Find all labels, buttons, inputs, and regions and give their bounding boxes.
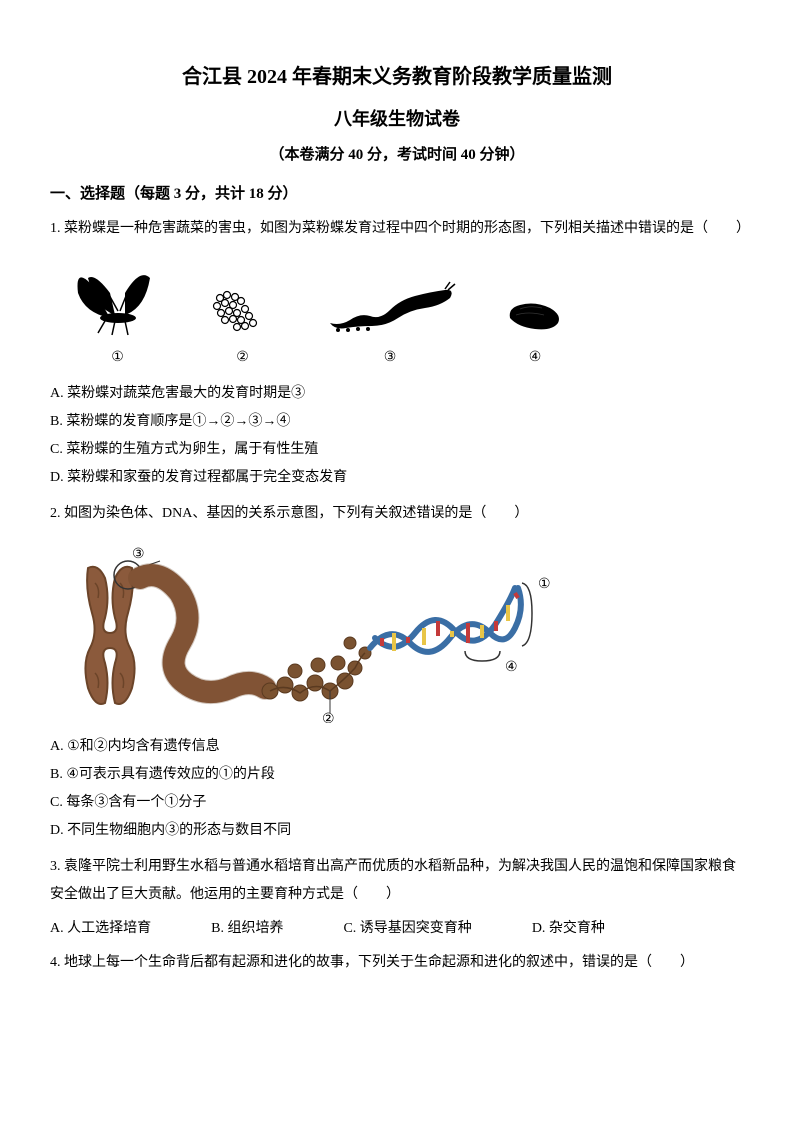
figure-label-1: ① <box>111 344 124 372</box>
figure-eggs: ② <box>205 283 280 372</box>
figure-caterpillar: ③ <box>320 278 460 372</box>
question-1: 1. 菜粉蝶是一种危害蔬菜的害虫，如图为菜粉蝶发育过程中四个时期的形态图，下列相… <box>50 215 744 492</box>
question-2-figure: ③ ② <box>70 543 570 723</box>
exam-title-main: 合江县 2024 年春期末义务教育阶段教学质量监测 <box>50 60 744 89</box>
question-3-options: A. 人工选择培育 B. 组织培养 C. 诱导基因突变育种 D. 杂交育种 <box>50 915 744 943</box>
option-2d: D. 不同生物细胞内③的形态与数目不同 <box>50 817 744 845</box>
question-3-text: 3. 袁隆平院士利用野生水稻与普通水稻培育出高产而优质的水稻新品种，为解决我国人… <box>50 853 744 909</box>
option-3d: D. 杂交育种 <box>532 915 605 943</box>
svg-text:③: ③ <box>132 547 145 562</box>
svg-text:④: ④ <box>505 660 518 675</box>
section-header: 一、选择题（每题 3 分，共计 18 分） <box>50 182 744 203</box>
option-1d: D. 菜粉蝶和家蚕的发育过程都属于完全变态发育 <box>50 464 744 492</box>
figure-butterfly: ① <box>70 263 165 372</box>
question-4: 4. 地球上每一个生命背后都有起源和进化的故事，下列关于生命起源和进化的叙述中，… <box>50 949 744 977</box>
question-2-options: A. ①和②内均含有遗传信息 B. ④可表示具有遗传效应的①的片段 C. 每条③… <box>50 733 744 845</box>
exam-note: （本卷满分 40 分，考试时间 40 分钟） <box>50 143 744 164</box>
option-1a: A. 菜粉蝶对蔬菜危害最大的发育时期是③ <box>50 380 744 408</box>
question-4-text: 4. 地球上每一个生命背后都有起源和进化的故事，下列关于生命起源和进化的叙述中，… <box>50 949 744 977</box>
question-2-text: 2. 如图为染色体、DNA、基因的关系示意图，下列有关叙述错误的是（ ） <box>50 500 744 528</box>
exam-title-sub: 八年级生物试卷 <box>50 105 744 131</box>
option-3c: C. 诱导基因突变育种 <box>343 915 471 943</box>
figure-label-2: ② <box>236 344 249 372</box>
figure-label-4: ④ <box>529 344 542 372</box>
question-3: 3. 袁隆平院士利用野生水稻与普通水稻培育出高产而优质的水稻新品种，为解决我国人… <box>50 853 744 943</box>
option-1c: C. 菜粉蝶的生殖方式为卵生，属于有性生殖 <box>50 436 744 464</box>
option-2b: B. ④可表示具有遗传效应的①的片段 <box>50 761 744 789</box>
svg-text:②: ② <box>322 712 335 723</box>
question-1-figure: ① ② <box>70 263 724 372</box>
question-2: 2. 如图为染色体、DNA、基因的关系示意图，下列有关叙述错误的是（ ） ③ <box>50 500 744 845</box>
figure-label-3: ③ <box>384 344 397 372</box>
figure-pupa: ④ <box>500 293 570 372</box>
option-2a: A. ①和②内均含有遗传信息 <box>50 733 744 761</box>
option-1b: B. 菜粉蝶的发育顺序是①→②→③→④ <box>50 408 744 436</box>
svg-text:①: ① <box>538 577 551 592</box>
option-3a: A. 人工选择培育 <box>50 915 151 943</box>
question-1-options: A. 菜粉蝶对蔬菜危害最大的发育时期是③ B. 菜粉蝶的发育顺序是①→②→③→④… <box>50 380 744 492</box>
option-2c: C. 每条③含有一个①分子 <box>50 789 744 817</box>
option-3b: B. 组织培养 <box>211 915 283 943</box>
question-1-text: 1. 菜粉蝶是一种危害蔬菜的害虫，如图为菜粉蝶发育过程中四个时期的形态图，下列相… <box>50 215 744 243</box>
